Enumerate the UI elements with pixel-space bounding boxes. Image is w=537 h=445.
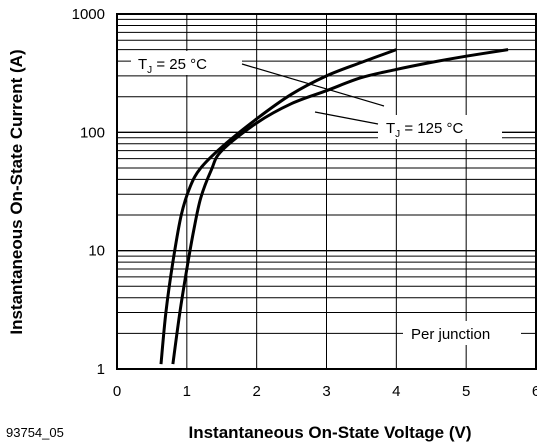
series-line-1 bbox=[171, 48, 509, 365]
series-line-0 bbox=[159, 48, 397, 365]
series-group bbox=[159, 48, 509, 365]
leader-125c bbox=[314, 111, 379, 125]
annotation-125c-suffix: = 125 °C bbox=[400, 120, 463, 137]
annotation-25c-sub: J bbox=[147, 65, 152, 76]
annotation-125c-sub: J bbox=[395, 129, 400, 140]
svg-text:TJ = 125 °C: TJ = 125 °C bbox=[386, 120, 463, 140]
x-tick-label: 4 bbox=[392, 383, 400, 400]
x-tick-label: 6 bbox=[532, 383, 537, 400]
x-tick-label: 3 bbox=[322, 383, 330, 400]
svg-text:TJ = 25 °C: TJ = 25 °C bbox=[138, 56, 207, 76]
x-tick-label: 0 bbox=[113, 383, 121, 400]
y-tick-label: 1 bbox=[97, 361, 105, 378]
leader-25c bbox=[241, 63, 385, 107]
y-tick-label: 1000 bbox=[72, 6, 105, 23]
figure-id: 93754_05 bbox=[6, 425, 64, 440]
y-tick-label: 10 bbox=[88, 243, 105, 260]
y-tick-label: 100 bbox=[80, 124, 105, 141]
annotation-25c-suffix: = 25 °C bbox=[152, 56, 207, 73]
x-axis-title: Instantaneous On-State Voltage (V) bbox=[188, 423, 471, 442]
x-tick-label: 5 bbox=[462, 383, 470, 400]
x-tick-label: 1 bbox=[183, 383, 191, 400]
annotation-125c: TJ = 125 °C bbox=[378, 115, 502, 140]
annotation-125c-prefix: T bbox=[386, 120, 395, 137]
annotation-per-junction: Per junction bbox=[403, 321, 521, 345]
x-tick-label: 2 bbox=[252, 383, 260, 400]
y-axis-title: Instantaneous On-State Current (A) bbox=[7, 49, 26, 334]
x-tick-labels: 0 1 2 3 4 5 6 bbox=[113, 383, 537, 400]
y-tick-labels: 1 10 100 1000 bbox=[72, 6, 105, 378]
annotation-25c: TJ = 25 °C bbox=[131, 51, 242, 76]
plot-area bbox=[116, 13, 537, 370]
annotation-25c-prefix: T bbox=[138, 56, 147, 73]
annotation-per-junction-text: Per junction bbox=[411, 326, 490, 343]
